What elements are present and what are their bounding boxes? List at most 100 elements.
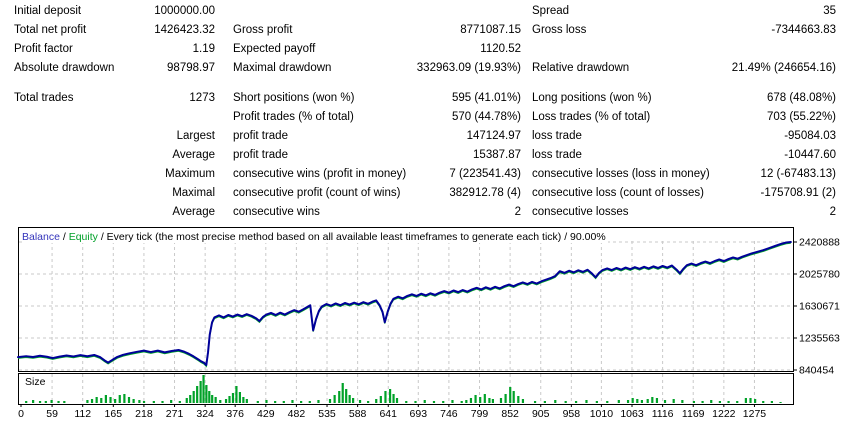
size-bar	[231, 393, 235, 403]
cell-label-2: Gross profit	[233, 24, 293, 36]
cell-label-3: loss trade	[532, 130, 582, 142]
cell-label-3: Gross loss	[532, 24, 587, 36]
cell-value-1: Average	[172, 206, 215, 218]
size-bar	[718, 401, 721, 403]
size-bar	[617, 400, 620, 403]
size-bar	[192, 391, 195, 403]
size-bar	[219, 400, 222, 403]
cell-label-1: Absolute drawdown	[14, 62, 115, 74]
balance-chart-panel	[18, 227, 794, 372]
size-bar	[533, 401, 537, 403]
cell-value-2: 595 (41.01%)	[451, 92, 521, 104]
size-bar	[57, 401, 60, 403]
cell-value-1: Average	[172, 149, 215, 161]
size-bar	[170, 400, 173, 403]
size-bar	[509, 387, 512, 403]
size-bar	[25, 401, 28, 403]
size-bar	[681, 400, 684, 403]
size-bar	[606, 401, 609, 403]
cell-label-2: consecutive wins (profit in money)	[233, 168, 407, 180]
size-bar	[585, 400, 588, 403]
cell-value-2: 8771087.15	[460, 24, 521, 36]
size-bar	[483, 394, 486, 403]
size-bar	[414, 401, 417, 403]
y-axis-label: 2025780	[799, 268, 840, 280]
size-bar	[358, 400, 362, 403]
size-bar	[152, 401, 155, 403]
cell-value-3: -10447.60	[784, 149, 836, 161]
x-axis-label: 376	[226, 408, 244, 420]
x-axis-label: 429	[257, 408, 275, 420]
size-bar	[348, 395, 351, 403]
x-axis-label: 218	[135, 408, 153, 420]
x-axis-label: 112	[74, 408, 91, 420]
size-bar	[636, 399, 639, 403]
size-bar	[395, 398, 399, 403]
size-bar	[202, 375, 205, 403]
size-bar	[238, 392, 242, 403]
size-bar	[118, 395, 121, 403]
cell-value-3: 12 (-67483.13)	[760, 168, 836, 180]
size-bar	[228, 396, 231, 403]
size-bar	[161, 401, 164, 403]
size-bar	[300, 401, 303, 403]
cell-label-3: consecutive loss (count of losses)	[532, 187, 704, 199]
size-bar	[479, 397, 482, 403]
cell-label-1: Total net profit	[14, 24, 87, 36]
cell-label-1: Profit factor	[14, 43, 73, 55]
size-bar	[710, 400, 713, 403]
x-axis-label: 641	[379, 408, 397, 420]
size-bar	[138, 400, 141, 403]
size-bar	[631, 398, 634, 403]
size-bar	[460, 401, 463, 403]
x-axis-label: 0	[18, 408, 24, 420]
cell-value-3: 703 (55.22%)	[766, 111, 836, 123]
cell-value-1: 1000000.00	[154, 5, 215, 17]
cell-value-3: 678 (48.08%)	[766, 92, 836, 104]
size-bar	[640, 400, 644, 403]
cell-value-3: 21.49% (246654.16)	[731, 62, 836, 74]
size-bar	[352, 398, 355, 403]
cell-value-1: Largest	[176, 130, 215, 142]
size-bar	[95, 397, 98, 403]
cell-label-1: Initial deposit	[14, 5, 82, 17]
size-bar	[504, 394, 507, 403]
x-axis-label: 271	[166, 408, 184, 420]
size-bar	[749, 398, 752, 403]
size-bar	[779, 402, 782, 403]
size-bar	[692, 401, 696, 403]
size-bar	[474, 395, 477, 403]
size-bar	[214, 397, 217, 403]
legend-method-text: Every tick (the most precise method base…	[106, 231, 606, 243]
size-bar	[574, 401, 578, 403]
cell-label-2: consecutive profit (count of wins)	[233, 187, 401, 199]
cell-value-3: -175708.91 (2)	[760, 187, 836, 199]
size-bar	[341, 383, 344, 403]
size-bar	[405, 401, 408, 403]
cell-label-2: consecutive wins	[233, 206, 320, 218]
cell-value-1: Maximal	[172, 187, 215, 199]
x-axis-label: 693	[410, 408, 428, 420]
cell-value-3: -95084.03	[784, 130, 836, 142]
x-axis-label: 59	[46, 408, 58, 420]
cell-label-2: Maximal drawdown	[233, 62, 332, 74]
size-bar	[178, 401, 181, 403]
size-bar	[663, 400, 667, 403]
cell-value-2: 570 (44.78%)	[451, 111, 521, 123]
cell-value-3: 35	[823, 5, 836, 17]
cell-value-2: 332963.09 (19.93%)	[416, 62, 521, 74]
size-bar	[499, 398, 503, 403]
size-bar	[754, 399, 757, 403]
size-panel-label: Size	[23, 376, 48, 388]
size-bar	[423, 400, 426, 403]
size-bar	[388, 389, 392, 403]
x-axis-label: 324	[196, 408, 214, 420]
size-bar	[127, 397, 131, 403]
size-bar	[517, 396, 520, 403]
size-bar	[86, 400, 89, 403]
chart-legend: Balance / Equity / Every tick (the most …	[22, 231, 608, 243]
size-bar	[196, 386, 199, 403]
size-bar	[104, 395, 107, 403]
size-bar	[432, 401, 436, 403]
y-axis-label: 1235563	[799, 332, 840, 344]
